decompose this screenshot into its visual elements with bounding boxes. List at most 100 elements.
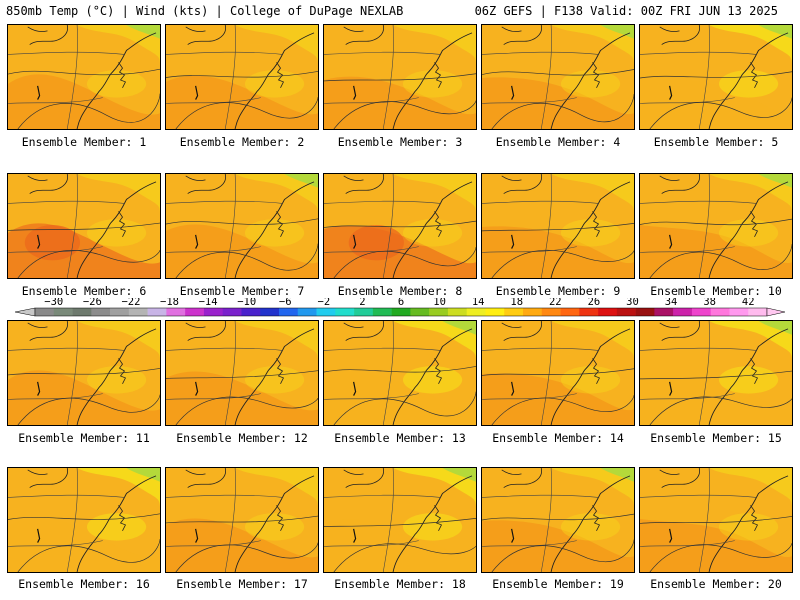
state-border bbox=[640, 540, 735, 547]
coastline bbox=[550, 32, 631, 129]
isotherm bbox=[482, 513, 634, 521]
lake-shore bbox=[185, 175, 206, 182]
isotherm bbox=[333, 100, 476, 129]
wind-barb bbox=[195, 85, 199, 100]
state-border bbox=[482, 51, 599, 55]
wind-barb bbox=[195, 528, 199, 543]
ensemble-member-map bbox=[7, 467, 161, 573]
chesapeake-bay bbox=[592, 62, 600, 88]
great-lakes-shore bbox=[29, 321, 68, 341]
coastline bbox=[392, 328, 473, 425]
colorbar-segment bbox=[110, 308, 130, 316]
chesapeake-bay bbox=[592, 358, 600, 384]
cool-patch bbox=[86, 219, 147, 247]
state-border bbox=[698, 25, 710, 129]
isotherm bbox=[166, 515, 318, 524]
isotherm bbox=[17, 394, 160, 425]
colorbar-segment bbox=[297, 308, 317, 316]
state-border bbox=[482, 494, 599, 498]
green-region bbox=[442, 468, 476, 482]
chesapeake-bay bbox=[434, 211, 442, 237]
state-border bbox=[166, 200, 283, 204]
isotherm bbox=[175, 542, 318, 572]
member-label: Ensemble Member: 14 bbox=[492, 431, 624, 445]
lake-shore bbox=[185, 26, 206, 33]
map-canvas bbox=[324, 25, 476, 129]
colorbar-segment bbox=[53, 308, 73, 316]
map-canvas bbox=[482, 174, 634, 278]
cool-region bbox=[77, 321, 160, 361]
isotherm bbox=[324, 366, 476, 373]
member-label: Ensemble Member: 3 bbox=[337, 135, 463, 149]
green-region bbox=[600, 468, 634, 482]
colorbar-segment bbox=[748, 308, 768, 316]
colorbar-segment bbox=[260, 308, 280, 316]
wind-barb bbox=[353, 528, 357, 543]
product-title: 850mb Temp (°C) | Wind (kts) | College o… bbox=[6, 4, 404, 18]
colorbar-tick-label: −6 bbox=[279, 298, 292, 308]
member-label: Ensemble Member: 1 bbox=[21, 135, 147, 149]
warm-region bbox=[8, 517, 160, 572]
ensemble-member-map bbox=[481, 320, 635, 426]
great-lakes-shore bbox=[345, 25, 384, 45]
wind-barb bbox=[669, 528, 673, 543]
state-border bbox=[66, 321, 78, 425]
great-lakes-shore bbox=[187, 25, 226, 45]
member-label: Ensemble Member: 4 bbox=[495, 135, 621, 149]
colorbar-tick-label: −18 bbox=[160, 298, 179, 308]
ensemble-member-map bbox=[639, 24, 793, 130]
state-border bbox=[224, 174, 236, 278]
state-border bbox=[166, 494, 283, 498]
green-region bbox=[758, 25, 792, 39]
lake-shore bbox=[501, 26, 522, 33]
colorbar-segment bbox=[354, 308, 374, 316]
wind-barb bbox=[37, 528, 41, 543]
colorbar-segment bbox=[391, 308, 411, 316]
state-border bbox=[224, 468, 236, 572]
state-border bbox=[324, 393, 419, 400]
green-region bbox=[758, 174, 792, 188]
cool-region bbox=[709, 174, 792, 214]
cool-region bbox=[235, 174, 318, 214]
member-label: Ensemble Member: 2 bbox=[179, 135, 305, 149]
chesapeake-bay bbox=[118, 211, 126, 237]
coastline bbox=[550, 328, 631, 425]
lake-shore bbox=[659, 26, 680, 33]
isotherm bbox=[491, 539, 634, 572]
isotherm bbox=[333, 247, 476, 278]
state-border bbox=[640, 347, 757, 351]
coastline bbox=[76, 32, 157, 129]
green-region bbox=[126, 468, 160, 482]
map-canvas bbox=[482, 321, 634, 425]
coastline bbox=[392, 181, 473, 278]
great-lakes-shore bbox=[187, 174, 226, 194]
cool-region bbox=[393, 468, 476, 508]
wind-barb bbox=[37, 234, 41, 249]
great-lakes-shore bbox=[345, 321, 384, 341]
hot-core bbox=[348, 225, 404, 261]
colorbar-segment bbox=[335, 308, 355, 316]
state-border bbox=[698, 468, 710, 572]
warm-region bbox=[324, 519, 476, 572]
cool-patch bbox=[244, 513, 305, 541]
colorbar-tick-label: 6 bbox=[398, 298, 404, 308]
chesapeake-bay bbox=[434, 62, 442, 88]
state-border bbox=[324, 494, 441, 498]
cool-region bbox=[235, 25, 318, 65]
coastline bbox=[392, 475, 473, 572]
lake-shore bbox=[185, 322, 206, 329]
cool-patch bbox=[86, 366, 147, 394]
colorbar-tick-label: 42 bbox=[742, 298, 755, 308]
cool-patch bbox=[718, 219, 779, 247]
colorbar-segment bbox=[72, 308, 92, 316]
cool-region bbox=[709, 468, 792, 508]
coastline bbox=[76, 475, 157, 572]
map-canvas bbox=[640, 321, 792, 425]
colorbar-segment bbox=[147, 308, 167, 316]
map-canvas bbox=[324, 321, 476, 425]
state-border bbox=[324, 540, 419, 547]
great-lakes-shore bbox=[503, 174, 542, 194]
ensemble-member-map bbox=[165, 320, 319, 426]
isotherm bbox=[649, 244, 792, 278]
wind-barb bbox=[669, 85, 673, 100]
